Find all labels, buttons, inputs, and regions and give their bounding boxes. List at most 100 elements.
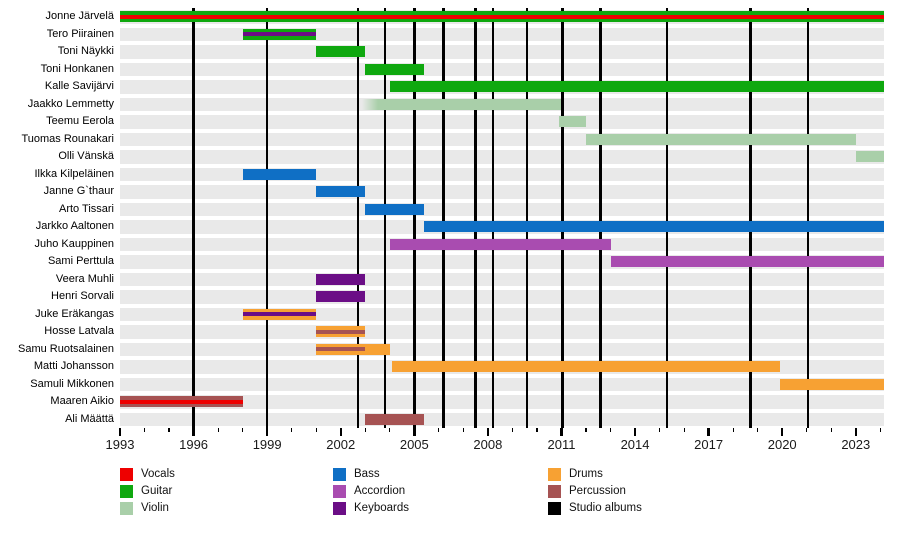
x-axis-major-tick xyxy=(633,428,637,436)
studio-album-line xyxy=(806,8,810,428)
x-axis-minor-tick xyxy=(879,428,881,432)
legend-label: Violin xyxy=(141,502,169,514)
x-axis-minor-tick xyxy=(609,428,612,432)
timeline-bar-stripe-vocals xyxy=(120,14,884,19)
x-axis-year-label: 1999 xyxy=(252,437,282,452)
timeline-bar-drums xyxy=(392,361,780,373)
legend-swatch-drums xyxy=(548,468,561,481)
x-axis-minor-tick xyxy=(830,428,832,432)
member-label: Juho Kauppinen xyxy=(34,237,114,250)
timeline-bar-keyboards xyxy=(316,291,366,303)
x-axis-minor-tick xyxy=(536,428,538,432)
studio-album-line xyxy=(356,8,360,428)
legend-swatch-keyboards xyxy=(333,502,346,515)
legend-label: Percussion xyxy=(569,485,626,497)
member-label: Jonne Järvelä xyxy=(45,10,115,22)
legend-label: Drums xyxy=(569,468,603,480)
studio-album-line xyxy=(561,8,564,428)
x-axis-year-label: 1993 xyxy=(105,437,135,452)
x-axis-major-tick xyxy=(118,428,122,436)
timeline-bar-stripe-percussion xyxy=(316,329,366,334)
x-axis-minor-tick xyxy=(806,428,808,432)
studio-album-line xyxy=(474,8,477,428)
member-label: Janne G`thaur xyxy=(43,185,114,197)
timeline-bar-bass xyxy=(365,203,425,215)
x-axis-major-tick xyxy=(560,428,563,436)
legend-swatch-studio_albums xyxy=(548,502,561,515)
timeline-bar-stripe-keyboards xyxy=(242,312,317,317)
timeline-bar-guitar xyxy=(365,63,425,75)
member-label: Juke Eräkangas xyxy=(35,307,114,320)
x-axis-minor-tick xyxy=(364,428,366,432)
row-background-band xyxy=(120,62,884,76)
timeline-bar-keyboards xyxy=(316,273,366,285)
legend-swatch-vocals xyxy=(120,468,133,481)
member-label: Olli Vänskä xyxy=(58,150,114,162)
row-background-band xyxy=(120,115,884,129)
legend-item-bass: Bass xyxy=(333,468,533,482)
x-axis-minor-tick xyxy=(291,428,293,432)
legend-swatch-violin xyxy=(120,502,133,515)
x-axis-year-label: 2005 xyxy=(399,437,429,452)
x-axis-major-tick xyxy=(413,428,416,436)
x-axis-minor-tick xyxy=(757,428,759,432)
legend-item-percussion: Percussion xyxy=(548,485,748,499)
timeline-bar-accordion xyxy=(389,238,611,250)
timeline-bar-percussion xyxy=(365,413,425,425)
x-axis-year-label: 1996 xyxy=(179,437,209,452)
x-axis-major-tick xyxy=(854,428,857,436)
x-axis-minor-tick xyxy=(242,428,244,432)
timeline-bar-violin xyxy=(855,151,884,163)
x-axis-minor-tick xyxy=(658,428,661,432)
x-axis-minor-tick xyxy=(462,428,464,432)
row-background-band xyxy=(120,325,884,339)
member-label: Henri Sorvali xyxy=(51,290,114,302)
row-background-band xyxy=(120,150,884,164)
legend-label: Guitar xyxy=(141,485,173,497)
member-label: Kalle Savijärvi xyxy=(44,80,114,92)
member-label: Sami Perttula xyxy=(47,255,114,267)
studio-album-line xyxy=(599,8,602,428)
x-axis-major-tick xyxy=(265,428,269,436)
timeline-bar-bass xyxy=(424,221,884,233)
timeline-bar-bass xyxy=(242,168,317,180)
legend-swatch-bass xyxy=(333,468,346,481)
member-label: Toni Honkanen xyxy=(40,62,114,75)
row-background-band xyxy=(120,167,884,181)
x-axis-year-label: 2014 xyxy=(620,437,650,452)
timeline-bar-accordion xyxy=(610,256,884,268)
legend-label: Studio albums xyxy=(569,502,642,514)
studio-album-line xyxy=(491,8,495,428)
member-label: Tero Piirainen xyxy=(46,27,114,40)
x-axis-major-tick xyxy=(781,428,784,436)
studio-album-line xyxy=(525,8,529,428)
member-label: Ilkka Kilpeläinen xyxy=(34,167,115,180)
x-axis-minor-tick xyxy=(511,428,513,432)
row-background-band xyxy=(120,307,884,321)
studio-album-line xyxy=(749,8,752,428)
row-background-band xyxy=(120,290,884,304)
studio-album-line xyxy=(442,8,445,428)
member-label: Matti Johansson xyxy=(33,360,114,372)
timeline-bar-stripe-percussion xyxy=(316,347,366,352)
timeline-bar-guitar xyxy=(389,81,884,93)
x-axis-minor-tick xyxy=(217,428,219,432)
timeline-bar-stripe-vocals xyxy=(120,399,243,404)
legend-item-keyboards: Keyboards xyxy=(333,502,533,516)
timeline-bar-violin xyxy=(586,133,856,145)
x-axis-year-label: 2011 xyxy=(547,437,576,452)
studio-album-line xyxy=(665,8,669,428)
legend-label: Vocals xyxy=(141,468,175,480)
x-axis-major-tick xyxy=(192,428,195,436)
timeline-bar-violin xyxy=(361,98,562,110)
timeline-bar-guitar xyxy=(316,46,366,58)
x-axis-year-label: 2008 xyxy=(473,437,503,452)
member-label: Samuli Mikkonen xyxy=(30,377,114,390)
x-axis-major-tick xyxy=(339,428,342,436)
x-axis-minor-tick xyxy=(438,428,440,432)
x-axis-minor-tick xyxy=(168,428,170,432)
x-axis-minor-tick xyxy=(585,428,587,432)
legend-item-vocals: Vocals xyxy=(120,468,320,482)
legend-swatch-guitar xyxy=(120,485,133,498)
